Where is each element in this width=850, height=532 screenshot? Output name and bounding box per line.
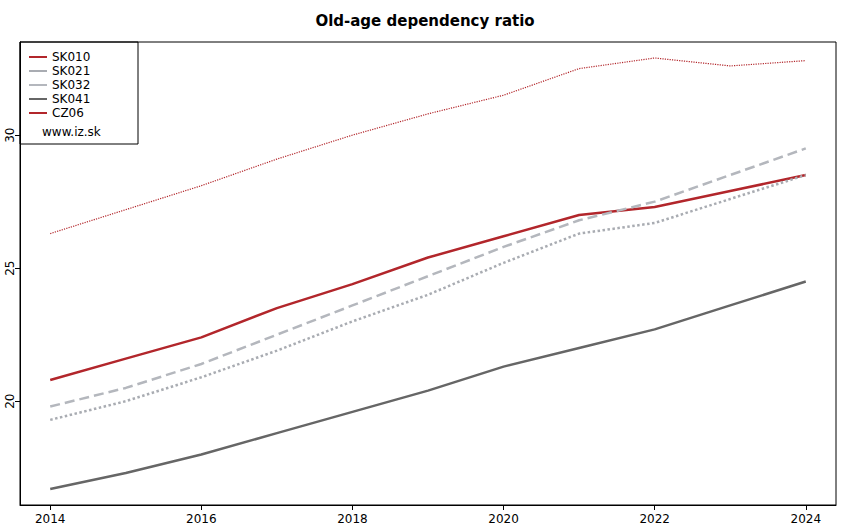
svg-text:2020: 2020 xyxy=(488,512,519,526)
svg-text:www.iz.sk: www.iz.sk xyxy=(42,125,101,139)
svg-text:2018: 2018 xyxy=(337,512,368,526)
svg-text:2022: 2022 xyxy=(639,512,670,526)
svg-text:SK032: SK032 xyxy=(52,78,90,92)
svg-text:SK010: SK010 xyxy=(52,50,90,64)
svg-text:30: 30 xyxy=(3,127,17,142)
svg-text:CZ06: CZ06 xyxy=(52,106,84,120)
svg-text:20: 20 xyxy=(3,394,17,409)
svg-text:25: 25 xyxy=(3,261,17,276)
svg-text:2014: 2014 xyxy=(35,512,66,526)
svg-text:2016: 2016 xyxy=(186,512,217,526)
svg-text:Old-age dependency ratio: Old-age dependency ratio xyxy=(315,12,534,30)
svg-text:SK041: SK041 xyxy=(52,92,90,106)
svg-text:SK021: SK021 xyxy=(52,64,90,78)
svg-text:2024: 2024 xyxy=(791,512,822,526)
